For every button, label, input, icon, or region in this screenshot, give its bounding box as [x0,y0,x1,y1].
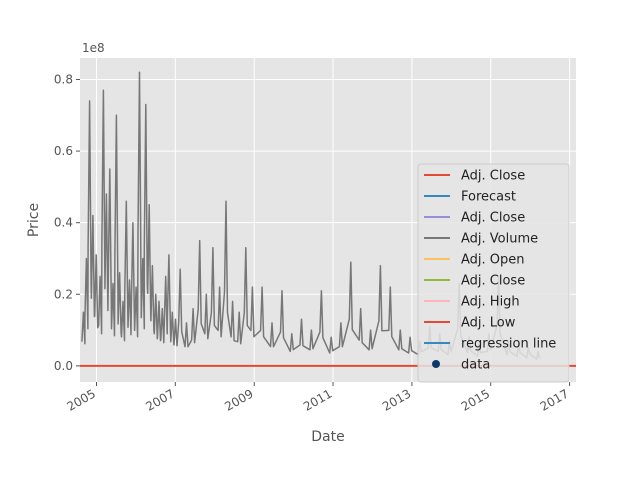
legend-label: Adj. Volume [461,232,538,247]
x-tick-label: 2017 [538,386,571,413]
y-axis-label: Price [26,203,42,237]
x-tick-label: 2013 [380,386,413,413]
x-tick-label: 2009 [222,386,255,413]
y-tick-label: 0.4 [54,216,73,230]
legend-label: Adj. Close [461,274,525,289]
y-tick-label: 0.0 [54,359,73,373]
legend-label: Adj. Close [461,169,525,184]
x-axis-label: Date [311,429,344,445]
legend-box [417,163,570,383]
y-axis: 0.0 0.2 0.4 0.6 0.8 [54,72,80,373]
legend-label: Adj. Close [461,211,525,226]
legend-marker [432,360,440,368]
x-tick-label: 2005 [65,386,98,413]
legend-label: Adj. Open [461,253,525,268]
legend: Adj. Close Forecast Adj. Close Adj. Volume A… [417,163,570,383]
legend-label: Adj. High [461,295,520,310]
legend-label: Adj. Low [461,316,516,331]
y-tick-label: 0.6 [54,144,73,158]
x-tick-label: 2007 [143,386,176,413]
x-tick-label: 2011 [301,386,334,413]
x-tick-label: 2015 [459,386,492,413]
legend-label: data [461,358,490,373]
legend-label: Forecast [461,190,516,205]
x-axis: 2005 2007 2009 2011 2013 2015 2017 [65,382,571,414]
y-offset-label: 1e8 [82,41,105,55]
legend-label: regression line [461,337,556,352]
y-tick-label: 0.2 [54,287,73,301]
y-tick-label: 0.8 [54,72,73,86]
